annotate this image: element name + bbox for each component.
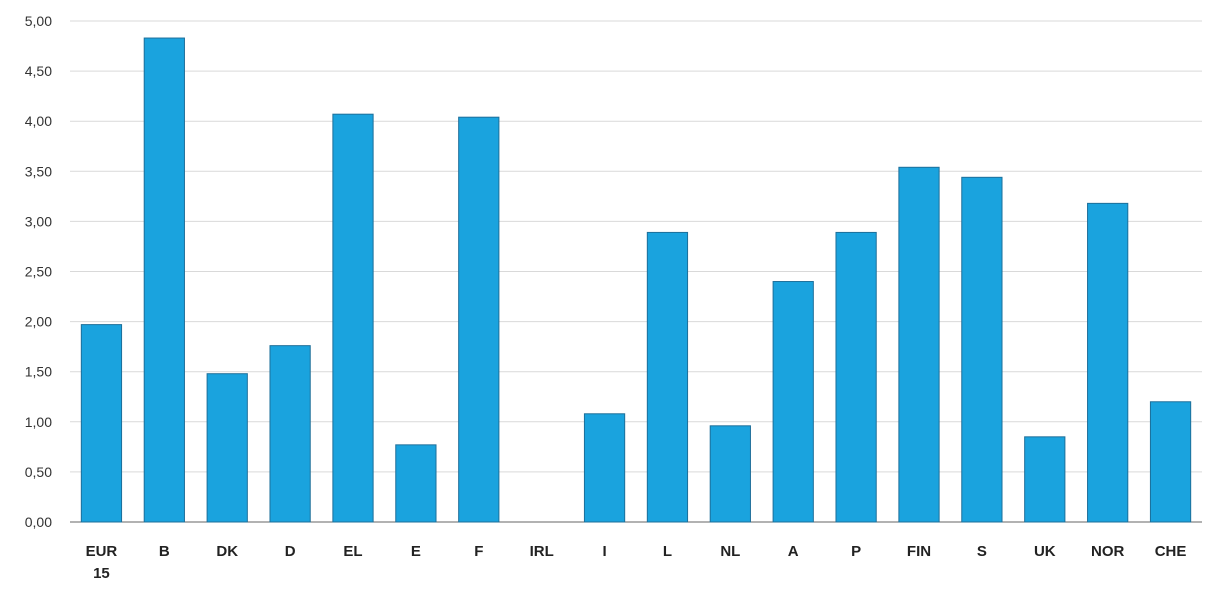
bar — [269, 345, 311, 523]
bar — [583, 413, 626, 523]
bar — [458, 116, 500, 523]
x-tick-label: A — [788, 543, 799, 560]
y-tick-label: 5,00 — [25, 13, 52, 29]
bar — [835, 231, 877, 523]
x-tick-label: NOR — [1091, 543, 1125, 560]
y-tick-label: 3,50 — [25, 163, 52, 179]
bar — [395, 444, 437, 523]
bar — [80, 324, 123, 523]
y-tick-label: 4,00 — [25, 113, 52, 129]
x-tick-label: IRL — [530, 543, 554, 560]
x-tick-label: L — [663, 543, 672, 560]
y-tick-label: 1,50 — [25, 364, 52, 380]
bar-layer — [80, 37, 1192, 523]
x-tick-label: DK — [216, 543, 238, 560]
x-tick-label: EUR 15 — [86, 543, 118, 582]
x-tick-label: UK — [1034, 543, 1056, 560]
x-tick-label: CHE — [1155, 543, 1187, 560]
y-tick-label: 1,00 — [25, 414, 52, 430]
bar — [646, 231, 689, 523]
x-tick-label: FIN — [907, 543, 931, 560]
y-tick-label: 0,50 — [25, 464, 52, 480]
y-tick-label: 0,00 — [25, 514, 52, 530]
bar — [143, 37, 185, 523]
bar — [1149, 401, 1192, 523]
bar — [332, 113, 374, 523]
y-tick-label: 2,50 — [25, 264, 52, 280]
x-tick-label: B — [159, 543, 170, 560]
bar — [961, 176, 1003, 523]
x-tick-label: P — [851, 543, 861, 560]
x-tick-label: NL — [720, 543, 740, 560]
bar — [772, 281, 814, 523]
x-tick-label: E — [411, 543, 421, 560]
y-tick-label: 2,00 — [25, 314, 52, 330]
bar — [898, 166, 940, 523]
x-tick-label: S — [977, 543, 987, 560]
x-tick-label: D — [285, 543, 296, 560]
y-tick-label: 4,50 — [25, 63, 52, 79]
bar — [709, 425, 751, 523]
label-layer: 0,00 0,50 1,00 1,50 2,00 2,50 3,00 3,50 4,00 4,50… — [25, 13, 1187, 582]
bar — [1087, 202, 1129, 523]
bar — [206, 373, 248, 523]
bar — [1024, 436, 1066, 523]
y-tick-label: 3,00 — [25, 213, 52, 229]
grid-layer — [70, 20, 1202, 523]
x-tick-label: EL — [343, 543, 362, 560]
x-tick-label: F — [474, 543, 483, 560]
x-tick-label: I — [602, 543, 606, 560]
